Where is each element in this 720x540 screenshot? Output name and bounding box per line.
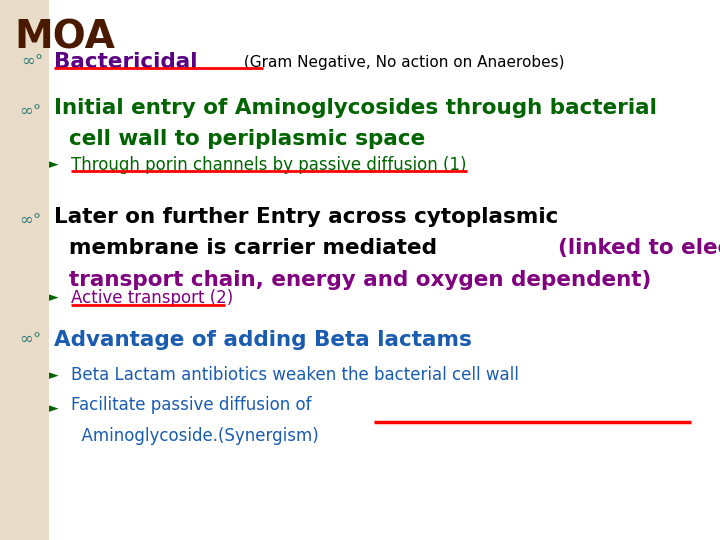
Text: Bactericidal: Bactericidal bbox=[54, 52, 197, 72]
Text: Active transport (2): Active transport (2) bbox=[71, 289, 233, 307]
Bar bbox=[0, 0, 49, 540]
Text: ∞°: ∞° bbox=[19, 332, 41, 349]
Text: Beta Lactam antibiotics weaken the bacterial cell wall: Beta Lactam antibiotics weaken the bacte… bbox=[71, 366, 518, 384]
Text: transport chain, energy and oxygen dependent): transport chain, energy and oxygen depen… bbox=[54, 269, 652, 290]
Text: membrane is carrier mediated: membrane is carrier mediated bbox=[54, 238, 444, 259]
Text: (Gram Negative, No action on Anaerobes): (Gram Negative, No action on Anaerobes) bbox=[239, 55, 564, 70]
Text: ►: ► bbox=[49, 158, 59, 171]
Text: Aminoglycoside.(Synergism): Aminoglycoside.(Synergism) bbox=[71, 427, 318, 446]
Text: Later on further Entry across cytoplasmic: Later on further Entry across cytoplasmi… bbox=[54, 207, 559, 227]
Text: ∞°: ∞° bbox=[19, 213, 41, 230]
Text: Initial entry of Aminoglycosides through bacterial: Initial entry of Aminoglycosides through… bbox=[54, 98, 657, 118]
Text: MOA: MOA bbox=[14, 19, 115, 57]
Text: Advantage of adding Beta lactams: Advantage of adding Beta lactams bbox=[54, 330, 472, 350]
Text: cell wall to periplasmic space: cell wall to periplasmic space bbox=[54, 129, 426, 150]
Text: Facilitate passive diffusion of: Facilitate passive diffusion of bbox=[71, 396, 311, 414]
Text: Through porin channels by passive diffusion (1): Through porin channels by passive diffus… bbox=[71, 156, 466, 174]
Text: ►: ► bbox=[49, 369, 59, 382]
Text: ►: ► bbox=[49, 402, 59, 415]
Text: ►: ► bbox=[49, 292, 59, 305]
Text: ∞°: ∞° bbox=[19, 104, 41, 121]
Text: (linked to electron: (linked to electron bbox=[558, 238, 720, 259]
Text: ∞°: ∞° bbox=[22, 53, 43, 71]
